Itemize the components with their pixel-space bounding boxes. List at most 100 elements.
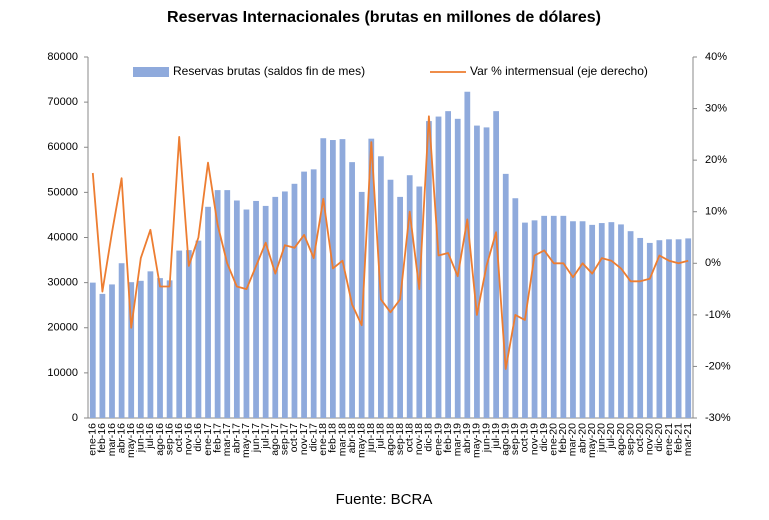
bar	[166, 280, 173, 418]
bar	[185, 250, 192, 418]
y-tick-label: 50000	[47, 186, 78, 198]
bar	[426, 121, 432, 418]
x-tick-label: abr-16	[115, 423, 127, 454]
y2-tick-label: -20%	[705, 360, 731, 372]
x-tick-label: dic-18	[423, 423, 435, 452]
bar	[320, 138, 327, 418]
bar	[109, 284, 115, 418]
x-tick-label: may-19	[471, 423, 483, 458]
bar	[531, 220, 538, 418]
x-tick-label: mar-21	[682, 423, 694, 456]
bar	[589, 224, 596, 418]
x-tick-label: ene-20	[548, 423, 560, 456]
x-tick-label: jul-20	[605, 423, 617, 450]
x-tick-label: jul-18	[375, 423, 387, 450]
y2-tick-label: -30%	[705, 412, 731, 424]
y-tick-label: 60000	[47, 141, 78, 153]
bar	[214, 190, 221, 418]
y2-tick-label: 20%	[705, 154, 727, 166]
bar	[512, 198, 519, 418]
bar	[281, 191, 288, 418]
bar	[406, 175, 413, 418]
x-tick-label: mar-19	[452, 423, 464, 456]
bar	[608, 222, 615, 418]
bar	[224, 190, 231, 418]
bar	[598, 223, 605, 418]
x-tick-label: ago-19	[500, 423, 512, 456]
bar	[349, 162, 355, 418]
x-tick-label: ene-17	[202, 423, 214, 456]
x-tick-label: dic-19	[538, 423, 550, 452]
legend-swatch	[133, 67, 169, 77]
x-tick-label: mar-18	[336, 423, 348, 456]
bar	[310, 169, 317, 418]
x-tick-label: feb-19	[442, 423, 454, 453]
x-tick-label: oct-19	[519, 423, 531, 452]
x-tick-label: sep-18	[394, 423, 406, 455]
bar	[637, 237, 644, 418]
bar	[89, 282, 96, 418]
x-tick-label: abr-17	[231, 423, 243, 454]
bar	[464, 91, 471, 418]
bar	[368, 138, 375, 418]
bar	[176, 250, 183, 418]
x-tick-label: ene-21	[663, 423, 675, 456]
bar	[128, 282, 135, 418]
x-tick-label: feb-16	[96, 423, 108, 453]
bar	[666, 239, 672, 418]
x-tick-label: ene-19	[432, 423, 444, 456]
bar	[137, 280, 144, 418]
x-tick-label: oct-16	[173, 423, 185, 452]
x-tick-label: oct-18	[403, 423, 415, 452]
bar	[627, 231, 634, 418]
bar	[291, 183, 298, 418]
bar	[541, 215, 548, 418]
x-tick-label: ene-18	[317, 423, 329, 456]
bar	[416, 186, 423, 418]
bar	[195, 240, 202, 418]
x-tick-label: jul-17	[259, 423, 271, 450]
x-tick-label: nov-16	[183, 423, 195, 455]
x-tick-label: feb-17	[211, 423, 223, 453]
y-tick-label: 70000	[47, 96, 78, 108]
x-tick-label: oct-17	[288, 423, 300, 452]
source: Fuente: BCRA	[336, 491, 433, 508]
bar	[253, 200, 259, 418]
bar	[579, 221, 586, 418]
x-tick-label: ago-16	[154, 423, 166, 456]
bar	[445, 111, 451, 419]
bar	[387, 179, 394, 418]
bar	[474, 125, 480, 418]
bar	[272, 196, 279, 418]
bar	[502, 173, 509, 418]
legend-label: Var % intermensual (eje derecho)	[470, 64, 648, 78]
y2-tick-label: 40%	[705, 51, 727, 63]
bar	[685, 238, 692, 418]
x-tick-label: ago-20	[615, 423, 627, 456]
bar	[618, 224, 624, 418]
x-tick-label: sep-16	[163, 423, 175, 455]
y-tick-label: 20000	[47, 322, 78, 334]
x-tick-label: feb-20	[557, 423, 569, 453]
bar	[157, 278, 163, 418]
bar	[99, 293, 106, 418]
x-tick-label: abr-20	[576, 423, 588, 454]
x-tick-label: mar-20	[567, 423, 579, 456]
y-tick-label: 80000	[47, 51, 78, 63]
x-tick-label: nov-18	[413, 423, 425, 455]
bar	[435, 116, 442, 418]
x-tick-label: sep-17	[279, 423, 291, 455]
x-tick-label: mar-17	[221, 423, 233, 456]
bar	[454, 118, 461, 418]
x-tick-label: jun-18	[365, 423, 377, 453]
y-tick-label: 0	[72, 412, 78, 424]
bar	[147, 271, 154, 418]
x-tick-label: may-20	[586, 423, 598, 458]
x-tick-label: nov-17	[298, 423, 310, 455]
x-tick-label: nov-20	[644, 423, 656, 455]
bar	[646, 242, 653, 418]
x-tick-label: feb-21	[672, 423, 684, 453]
bar	[205, 206, 211, 418]
bar	[493, 111, 500, 419]
